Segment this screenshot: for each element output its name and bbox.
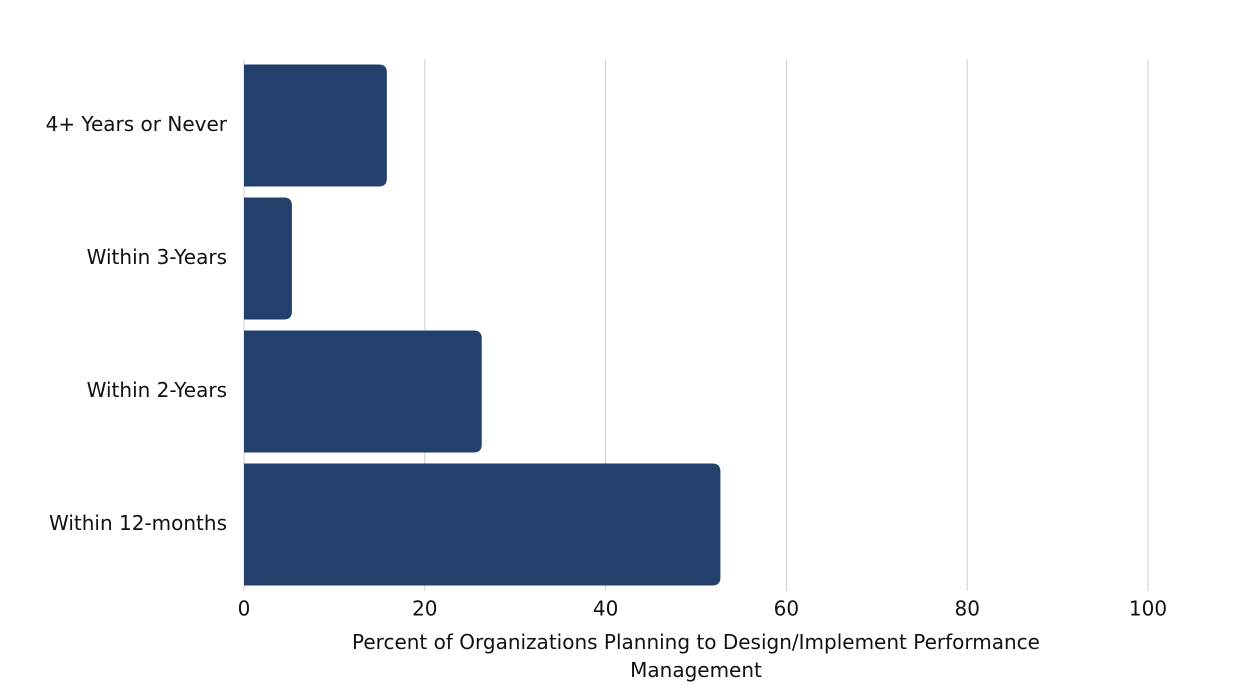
x-tick-label: 0: [238, 597, 251, 621]
x-tick-label: 80: [954, 597, 979, 621]
y-tick-label: Within 12-months: [49, 511, 227, 535]
y-tick-label: Within 2-Years: [87, 378, 227, 402]
bar: [244, 330, 482, 453]
bar: [244, 64, 387, 187]
x-tick-label: 20: [412, 597, 437, 621]
bar: [244, 463, 721, 586]
x-tick-label: 40: [593, 597, 618, 621]
y-tick-label: Within 3-Years: [87, 245, 227, 269]
y-tick-label: 4+ Years or Never: [46, 112, 228, 136]
x-tick-label: 100: [1129, 597, 1167, 621]
x-tick-label: 60: [774, 597, 799, 621]
bar: [244, 197, 292, 320]
x-axis-label: Percent of Organizations Planning to Des…: [352, 630, 1040, 682]
